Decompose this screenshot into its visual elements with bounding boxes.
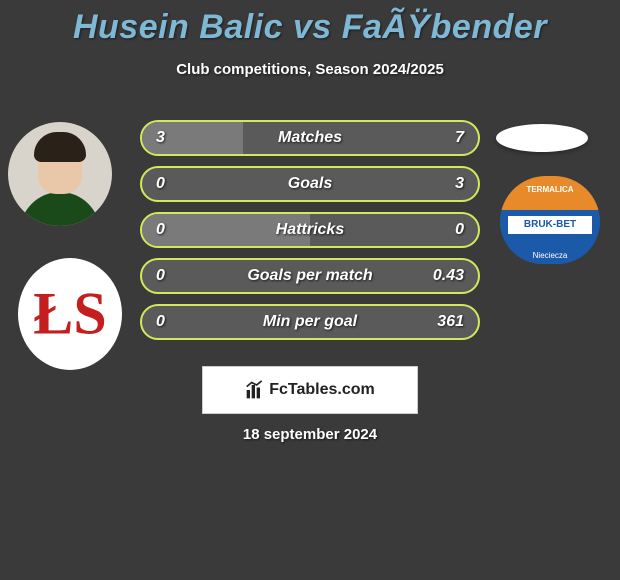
stat-right-value: 7 — [455, 122, 464, 154]
stat-row-matches: 3 Matches 7 — [140, 120, 480, 156]
footer-date: 18 september 2024 — [0, 426, 620, 443]
player1-avatar — [8, 122, 112, 226]
team2-logo-top: TERMALICA — [500, 176, 600, 210]
footer-brand-box[interactable]: FcTables.com — [202, 366, 418, 414]
avatar-body-shape — [20, 192, 100, 226]
team2-logo-mid: BRUK-BET — [508, 216, 592, 234]
stat-right-value: 0.43 — [433, 260, 464, 292]
stat-label: Hattricks — [142, 214, 478, 246]
avatar-hair-shape — [34, 132, 86, 162]
player2-avatar — [496, 124, 588, 152]
stat-row-hattricks: 0 Hattricks 0 — [140, 212, 480, 248]
stats-panel: 3 Matches 7 0 Goals 3 0 Hattricks 0 0 Go… — [140, 120, 480, 350]
page-container: Husein Balic vs FaÃŸbender Club competit… — [0, 0, 620, 580]
team1-logo: ŁS — [18, 258, 122, 370]
stat-label: Min per goal — [142, 306, 478, 338]
stat-label: Matches — [142, 122, 478, 154]
stat-right-value: 361 — [437, 306, 464, 338]
stat-row-min-per-goal: 0 Min per goal 361 — [140, 304, 480, 340]
team1-logo-text: ŁS — [33, 280, 106, 349]
page-title: Husein Balic vs FaÃŸbender — [0, 0, 620, 47]
stat-right-value: 0 — [455, 214, 464, 246]
stat-label: Goals — [142, 168, 478, 200]
team2-logo: TERMALICA BRUK-BET Nieciecza — [500, 176, 600, 264]
stat-right-value: 3 — [455, 168, 464, 200]
footer-brand-text: FcTables.com — [269, 381, 375, 399]
stat-row-goals: 0 Goals 3 — [140, 166, 480, 202]
page-subtitle: Club competitions, Season 2024/2025 — [0, 61, 620, 78]
stat-label: Goals per match — [142, 260, 478, 292]
stat-row-goals-per-match: 0 Goals per match 0.43 — [140, 258, 480, 294]
chart-icon — [245, 380, 265, 400]
team2-logo-bot: Nieciecza — [500, 251, 600, 260]
